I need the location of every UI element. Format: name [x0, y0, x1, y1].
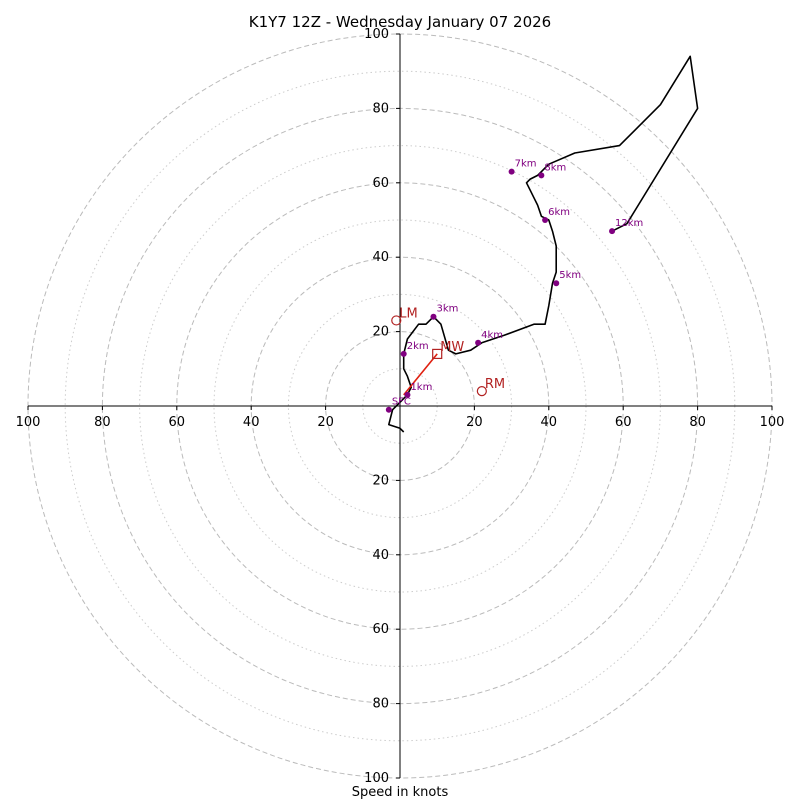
height-marker-label: 5km: [559, 270, 581, 281]
height-markers: SFC 1km 2km 3km 4km 5km 6km 7km 8km 12km: [385, 159, 643, 413]
x-tick-label: 20: [466, 415, 483, 430]
height-marker-label: 7km: [515, 159, 537, 170]
lm-label: LM: [399, 306, 417, 321]
height-marker: [400, 350, 407, 357]
mean-wind-vector: [403, 353, 438, 396]
y-tick-label: 40: [372, 250, 389, 265]
height-marker-label: 3km: [436, 304, 458, 315]
x-tick-label: 40: [541, 415, 558, 430]
height-marker: [609, 228, 616, 235]
height-marker: [542, 217, 549, 223]
height-marker-label: 8km: [544, 162, 566, 173]
x-tick-label: 80: [689, 415, 706, 430]
y-tick-label: 20: [372, 473, 389, 488]
height-marker-label: 4km: [481, 330, 503, 341]
lm-marker: [391, 315, 402, 326]
rm-marker: [476, 386, 487, 397]
y-tick-label: 40: [372, 548, 389, 563]
height-marker: [508, 168, 515, 175]
x-tick-label: 60: [615, 415, 632, 430]
hodograph-trace: [387, 55, 699, 433]
x-tick-label: 80: [94, 415, 111, 430]
x-tick-label: 100: [760, 415, 785, 430]
x-tick-label: 40: [243, 415, 260, 430]
y-tick-label: 100: [364, 27, 389, 42]
height-marker: [538, 172, 545, 179]
axes: [28, 34, 772, 778]
y-tick-label: 80: [372, 101, 389, 116]
height-marker-label: 1km: [410, 382, 432, 393]
height-marker-label: 12km: [615, 218, 643, 229]
x-tick-label: 20: [317, 415, 334, 430]
mw-marker: [432, 348, 443, 360]
y-tick-label: 60: [372, 176, 389, 191]
height-marker: [385, 406, 392, 413]
height-marker-label: SFC: [392, 397, 411, 408]
x-tick-label: 60: [169, 415, 186, 430]
mw-label: MW: [440, 340, 464, 355]
height-marker: [430, 313, 437, 320]
y-tick-label: 20: [372, 325, 389, 340]
y-tick-label: 60: [372, 622, 389, 637]
x-axis-label: Speed in knots: [352, 785, 449, 800]
y-tick-label: 80: [372, 697, 389, 712]
chart-title: K1Y7 12Z - Wednesday January 07 2026: [249, 13, 551, 31]
y-tick-label: 100: [364, 771, 389, 786]
height-marker-label: 6km: [548, 207, 570, 218]
tick-labels: 100 80 60 40 20 20 40 60 80 100 20 40 60 80 100 20 40 60 8…: [16, 27, 785, 786]
rm-label: RM: [485, 377, 505, 392]
storm-motion-markers: LM RM MW: [391, 306, 505, 397]
height-marker: [475, 339, 482, 346]
height-marker: [404, 391, 411, 398]
height-marker: [553, 280, 560, 287]
hodograph-series: [387, 55, 699, 433]
height-marker-label: 2km: [407, 341, 429, 352]
x-tick-label: 100: [16, 415, 41, 430]
